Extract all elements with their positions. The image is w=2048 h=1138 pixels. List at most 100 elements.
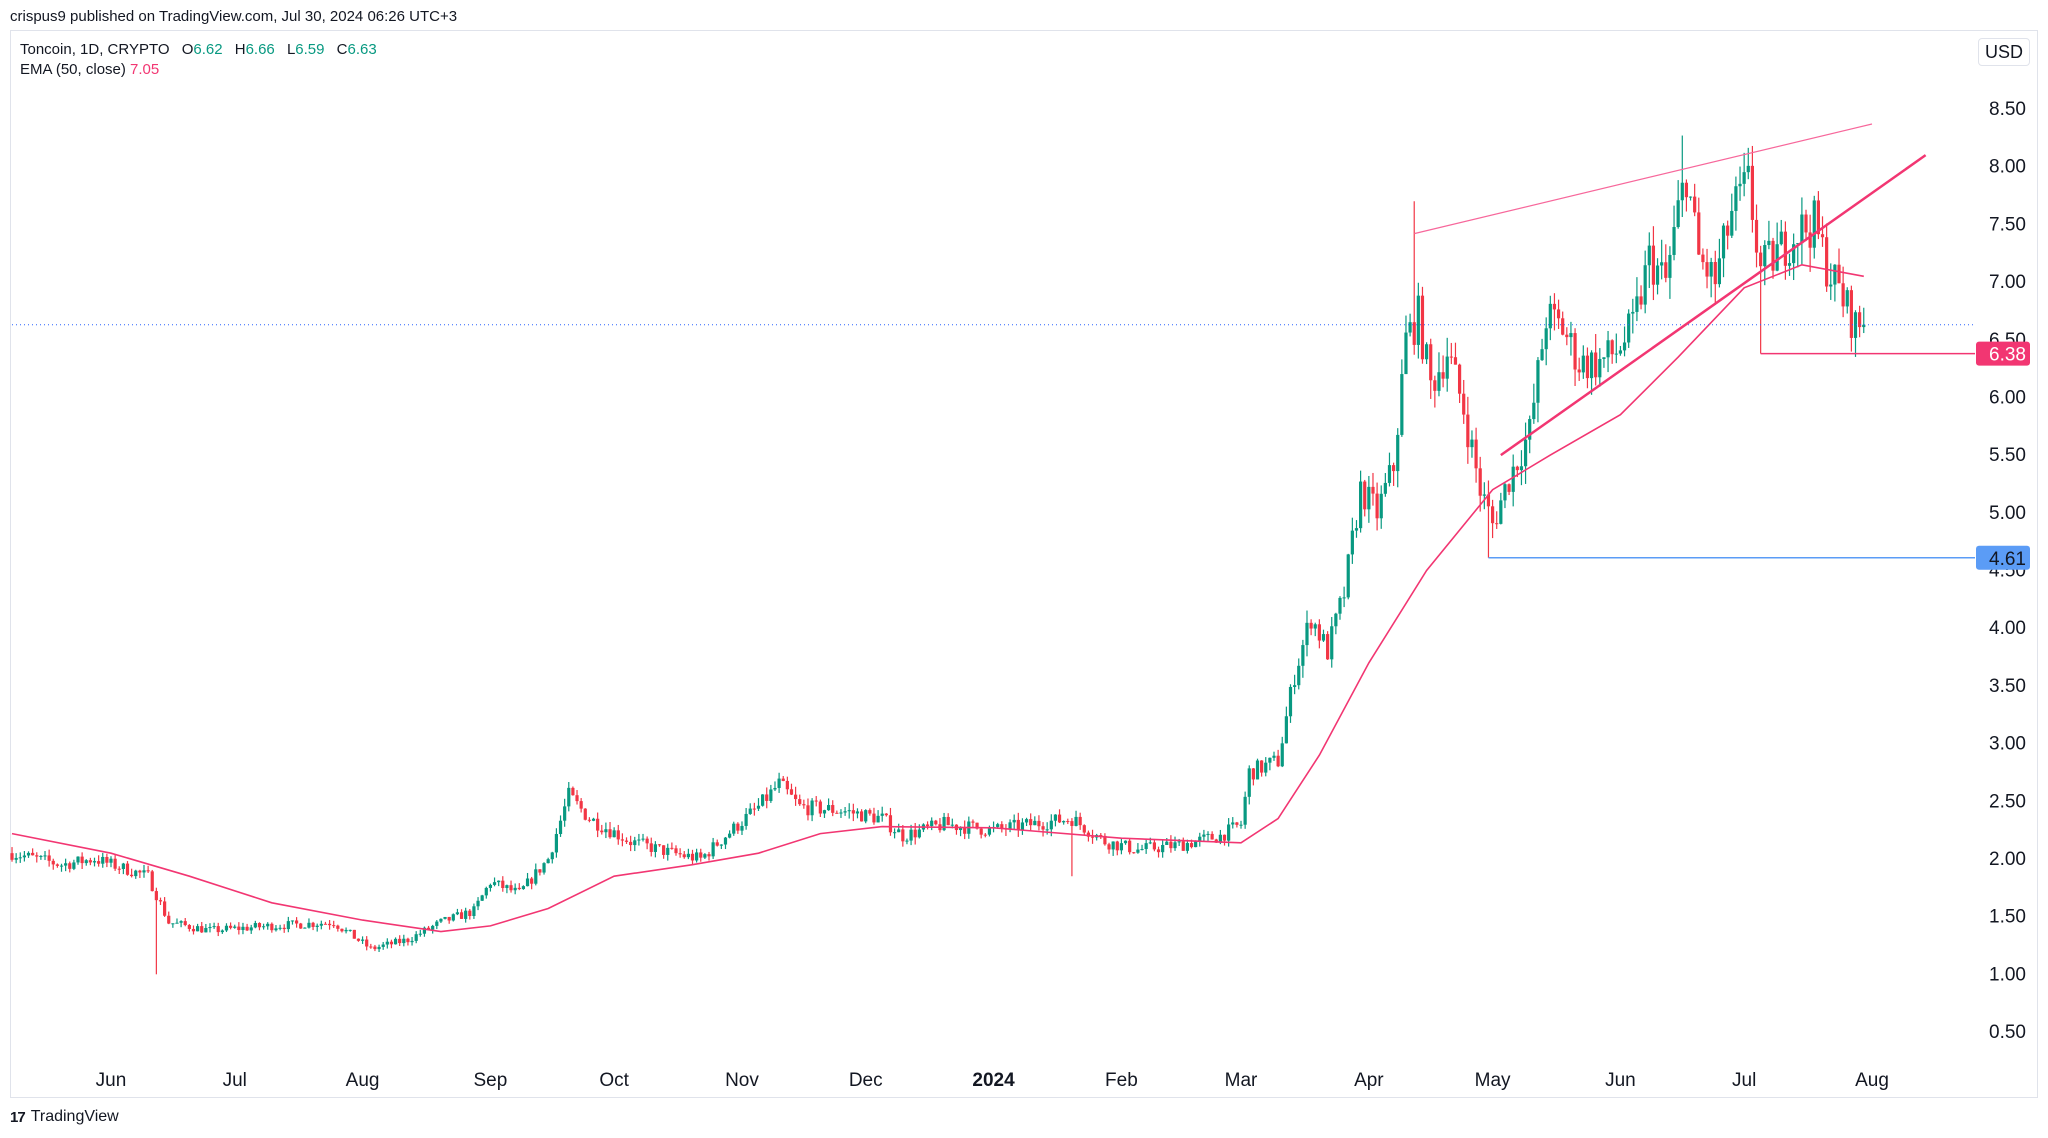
candle-body	[1082, 825, 1086, 833]
candle-body	[480, 895, 484, 901]
candle-body	[1792, 244, 1796, 264]
candle-body	[1330, 626, 1334, 660]
candle-body	[1012, 819, 1016, 823]
candle-body	[909, 829, 913, 841]
candle-body	[670, 847, 674, 849]
candle-body	[864, 810, 868, 822]
candle-body	[633, 840, 637, 846]
candle-body	[1128, 840, 1132, 853]
candle-body	[1090, 836, 1095, 838]
ema-label[interactable]: EMA (50, close)	[20, 61, 126, 78]
candle-body	[1326, 634, 1330, 660]
candle-body	[1284, 716, 1288, 744]
candle-body	[695, 852, 699, 861]
candle-body	[1730, 210, 1734, 236]
candle-body	[1152, 842, 1157, 850]
candle-body	[612, 830, 616, 838]
candle-body	[1416, 295, 1420, 345]
candle-body	[1132, 852, 1136, 854]
candle-body	[728, 833, 732, 838]
candle-body	[1800, 214, 1804, 244]
candle-body	[686, 853, 690, 858]
candle-body	[278, 927, 282, 929]
candle-body	[1396, 434, 1400, 472]
candle-body	[1664, 262, 1668, 278]
candle-body	[472, 906, 476, 916]
candle-body	[1375, 493, 1379, 519]
candle-body	[274, 928, 278, 931]
candle-body	[769, 789, 773, 801]
candle-body	[97, 861, 101, 864]
candle-body	[1247, 768, 1251, 797]
candle-body	[1602, 357, 1606, 359]
candle-body	[987, 827, 992, 835]
candle-body	[1029, 819, 1033, 826]
candle-body	[600, 830, 604, 833]
price-level-tag	[1976, 341, 2030, 366]
candle-body	[1033, 820, 1037, 826]
candle-body	[1655, 265, 1660, 285]
ema-value: 7.05	[130, 61, 160, 78]
tradingview-brand-text: TradingView	[30, 1108, 119, 1125]
candle-body	[711, 842, 715, 857]
high-value: 6.66	[245, 41, 275, 58]
x-tick-label: Jun	[96, 1070, 127, 1091]
candle-body	[781, 778, 785, 781]
candle-body	[1222, 834, 1227, 841]
candle-body	[1371, 486, 1375, 494]
candle-body	[1392, 465, 1396, 472]
x-tick-label: Jun	[1605, 1070, 1636, 1091]
candle-body	[1643, 265, 1647, 305]
candle-body	[72, 862, 76, 869]
price-level-label: 4.61	[1989, 549, 2026, 570]
candle-body	[1272, 755, 1276, 758]
candle-body	[1767, 240, 1771, 246]
candle-body	[1429, 344, 1433, 381]
candle-body	[682, 854, 686, 858]
candle-body	[1264, 762, 1268, 773]
candle-body	[892, 832, 897, 834]
candle-body	[51, 860, 55, 865]
ema-50-line	[11, 263, 1864, 933]
candle-body	[517, 887, 521, 890]
candle-body	[1334, 613, 1338, 627]
y-tick-label: 5.50	[1989, 445, 2026, 466]
candle-body	[1680, 182, 1684, 201]
candle-body	[641, 838, 645, 840]
candle-body	[1606, 340, 1610, 358]
candle-body	[1523, 439, 1528, 467]
candle-body	[1354, 528, 1359, 531]
candle-body	[117, 868, 121, 870]
candle-body	[1276, 755, 1280, 767]
candle-body	[352, 929, 356, 939]
currency-button[interactable]: USD	[1978, 38, 2030, 66]
candle-body	[662, 845, 666, 855]
candle-body	[567, 787, 571, 807]
candle-body	[798, 799, 802, 805]
candle-body	[513, 887, 517, 891]
low-value: 6.59	[295, 41, 325, 58]
candle-body	[1816, 200, 1820, 235]
candle-body	[1787, 263, 1792, 266]
symbol-label[interactable]: Toncoin, 1D, CRYPTO	[20, 41, 170, 58]
candle-body	[431, 925, 435, 930]
candle-body	[459, 912, 464, 919]
candle-body	[1239, 824, 1243, 826]
candle-body	[1759, 252, 1763, 267]
candle-body	[1227, 824, 1231, 841]
candle-body	[315, 925, 319, 927]
candle-body	[237, 926, 241, 931]
candle-body	[1317, 624, 1321, 641]
candle-body	[835, 812, 839, 814]
candle-body	[1359, 481, 1363, 529]
candle-body	[1305, 622, 1309, 646]
candle-body	[1540, 349, 1544, 361]
candle-body	[22, 855, 26, 858]
candle-body	[1445, 356, 1449, 379]
candle-body	[979, 828, 983, 835]
candle-body	[68, 863, 72, 869]
candle-body	[39, 855, 43, 857]
candle-body	[666, 847, 670, 855]
candle-body	[179, 921, 183, 923]
